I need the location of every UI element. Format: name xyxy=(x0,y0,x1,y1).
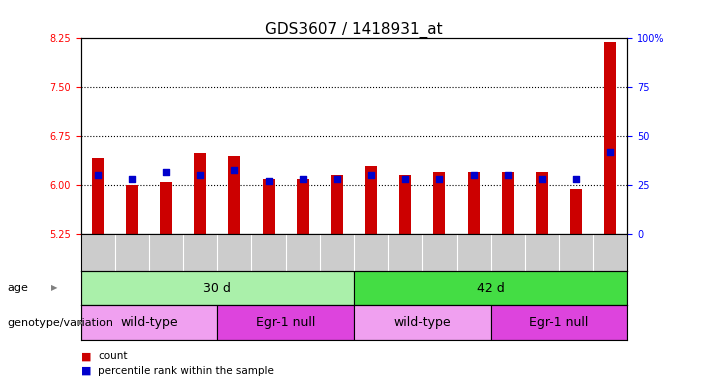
Text: Egr-1 null: Egr-1 null xyxy=(529,316,589,329)
Text: count: count xyxy=(98,351,128,361)
Text: Egr-1 null: Egr-1 null xyxy=(256,316,315,329)
Point xyxy=(434,176,445,182)
Text: genotype/variation: genotype/variation xyxy=(7,318,113,328)
Text: ■: ■ xyxy=(81,351,91,361)
Bar xyxy=(194,153,206,234)
Bar xyxy=(263,179,275,234)
Text: percentile rank within the sample: percentile rank within the sample xyxy=(98,366,274,376)
Bar xyxy=(92,158,104,234)
Bar xyxy=(604,42,616,234)
Text: 30 d: 30 d xyxy=(203,281,231,295)
Title: GDS3607 / 1418931_at: GDS3607 / 1418931_at xyxy=(265,22,443,38)
Text: age: age xyxy=(7,283,28,293)
Bar xyxy=(433,172,445,234)
Point xyxy=(126,176,137,182)
Bar xyxy=(331,175,343,234)
Bar xyxy=(81,305,217,340)
Point xyxy=(263,178,274,184)
Bar xyxy=(536,172,548,234)
Point xyxy=(92,172,103,179)
Point xyxy=(571,176,582,182)
Bar xyxy=(570,189,582,234)
Bar xyxy=(354,305,491,340)
Text: ▶: ▶ xyxy=(50,283,57,293)
Bar xyxy=(502,172,514,234)
Point xyxy=(400,176,411,182)
Text: ▶: ▶ xyxy=(77,318,83,327)
Point xyxy=(229,167,240,173)
Bar xyxy=(400,175,411,234)
Bar xyxy=(229,156,240,234)
Point xyxy=(332,176,343,182)
Bar xyxy=(491,305,627,340)
Bar xyxy=(160,182,172,234)
Text: wild-type: wild-type xyxy=(120,316,178,329)
Bar xyxy=(354,271,627,305)
Text: ■: ■ xyxy=(81,366,91,376)
Point xyxy=(161,169,172,175)
Bar xyxy=(217,305,354,340)
Point xyxy=(468,172,479,179)
Bar xyxy=(365,166,377,234)
Text: 42 d: 42 d xyxy=(477,281,505,295)
Bar xyxy=(468,172,479,234)
Point xyxy=(297,176,308,182)
Point xyxy=(502,172,513,179)
Bar xyxy=(126,185,138,234)
Bar xyxy=(297,179,308,234)
Point xyxy=(605,149,616,155)
Text: wild-type: wild-type xyxy=(393,316,451,329)
Point xyxy=(365,172,376,179)
Point xyxy=(536,176,547,182)
Bar xyxy=(81,271,354,305)
Point xyxy=(195,172,206,179)
